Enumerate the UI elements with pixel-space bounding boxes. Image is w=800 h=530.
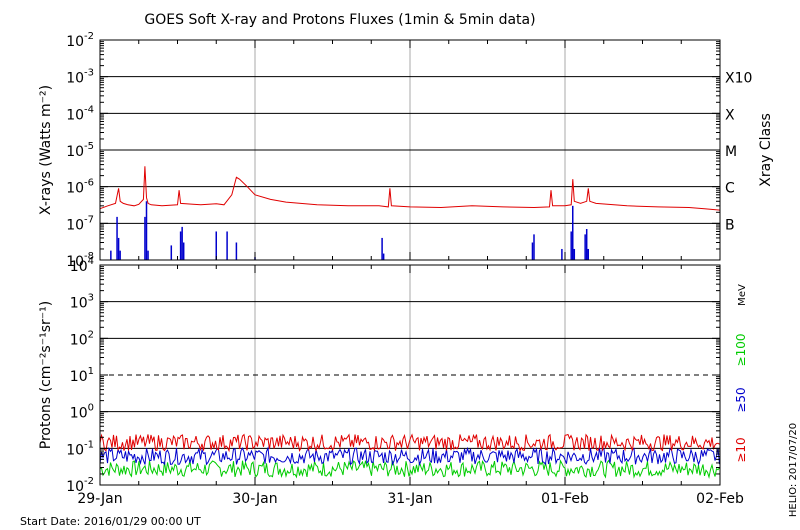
y-tick-label: 10-2 xyxy=(66,31,94,50)
xray-panel: 10-8 10-7 10-6 10-5 10-4 10-3 10-2 B C M X X10 X-r… xyxy=(38,31,774,270)
y-tick-label: 101 xyxy=(70,366,94,385)
y-tick-label: 104 xyxy=(70,256,94,275)
xray-y-axis-label: X-rays (Watts m⁻²) xyxy=(38,85,54,215)
proton-series-line xyxy=(99,446,720,467)
y-tick-label: 102 xyxy=(70,329,94,348)
proton-series-line xyxy=(99,459,720,479)
chart-title: GOES Soft X-ray and Protons Fluxes (1min… xyxy=(144,12,535,28)
start-date: Start Date: 2016/01/29 00:00 UT xyxy=(20,515,201,528)
xray-y-ticks: 10-8 10-7 10-6 10-5 10-4 10-3 10-2 xyxy=(66,31,720,270)
legend-ge50: ≥50 xyxy=(734,387,748,412)
y-tick-label: 10-3 xyxy=(66,68,94,87)
proton-y-ticks: 10-2 10-1 100 101 102 103 104 xyxy=(66,256,720,495)
x-tick-label: 31-Jan xyxy=(387,491,432,507)
x-tick-label: 29-Jan xyxy=(77,491,122,507)
y-tick-label: 10-4 xyxy=(66,104,94,123)
xray-class-labels: B C M X X10 xyxy=(725,71,752,234)
proton-panel: 10-2 10-1 100 101 102 103 104 Protons (cm⁻²s⁻¹… xyxy=(38,256,748,495)
xray-class-axis-label: Xray Class xyxy=(758,113,774,187)
xray-class-label: X10 xyxy=(725,71,752,87)
y-tick-label: 10-1 xyxy=(66,439,94,458)
legend-ge100: ≥100 xyxy=(734,334,748,367)
y-tick-label: 10-6 xyxy=(66,178,94,197)
y-tick-label: 10-8 xyxy=(66,251,94,270)
y-tick-label: 100 xyxy=(70,403,94,422)
xray-class-label: X xyxy=(725,107,735,123)
legend-ge10: ≥10 xyxy=(734,437,748,462)
x-axis-ticks: 29-Jan 30-Jan 31-Jan 01-Feb 02-Feb xyxy=(77,40,744,507)
footer-right: HELIO: 2017/07/20 xyxy=(788,423,799,517)
proton-unit-label: MeV xyxy=(737,284,748,306)
y-tick-label: 10-2 xyxy=(66,476,94,495)
x-tick-label: 01-Feb xyxy=(541,491,589,507)
xray-long-channel-line xyxy=(99,166,721,211)
xray-class-label: M xyxy=(725,144,737,160)
xray-class-label: C xyxy=(725,181,735,197)
y-tick-label: 10-5 xyxy=(66,141,94,160)
proton-y-axis-label: Protons (cm⁻²s⁻¹sr⁻¹) xyxy=(38,301,54,450)
y-tick-label: 103 xyxy=(70,293,94,312)
y-tick-label: 10-7 xyxy=(66,214,94,233)
proton-series-line xyxy=(99,433,720,453)
x-tick-label: 02-Feb xyxy=(696,491,744,507)
xray-class-label: B xyxy=(725,217,735,233)
proton-series xyxy=(99,433,720,479)
proton-grid xyxy=(100,265,720,485)
x-tick-label: 30-Jan xyxy=(232,491,277,507)
xray-series xyxy=(99,166,721,260)
xray-grid xyxy=(100,40,720,260)
